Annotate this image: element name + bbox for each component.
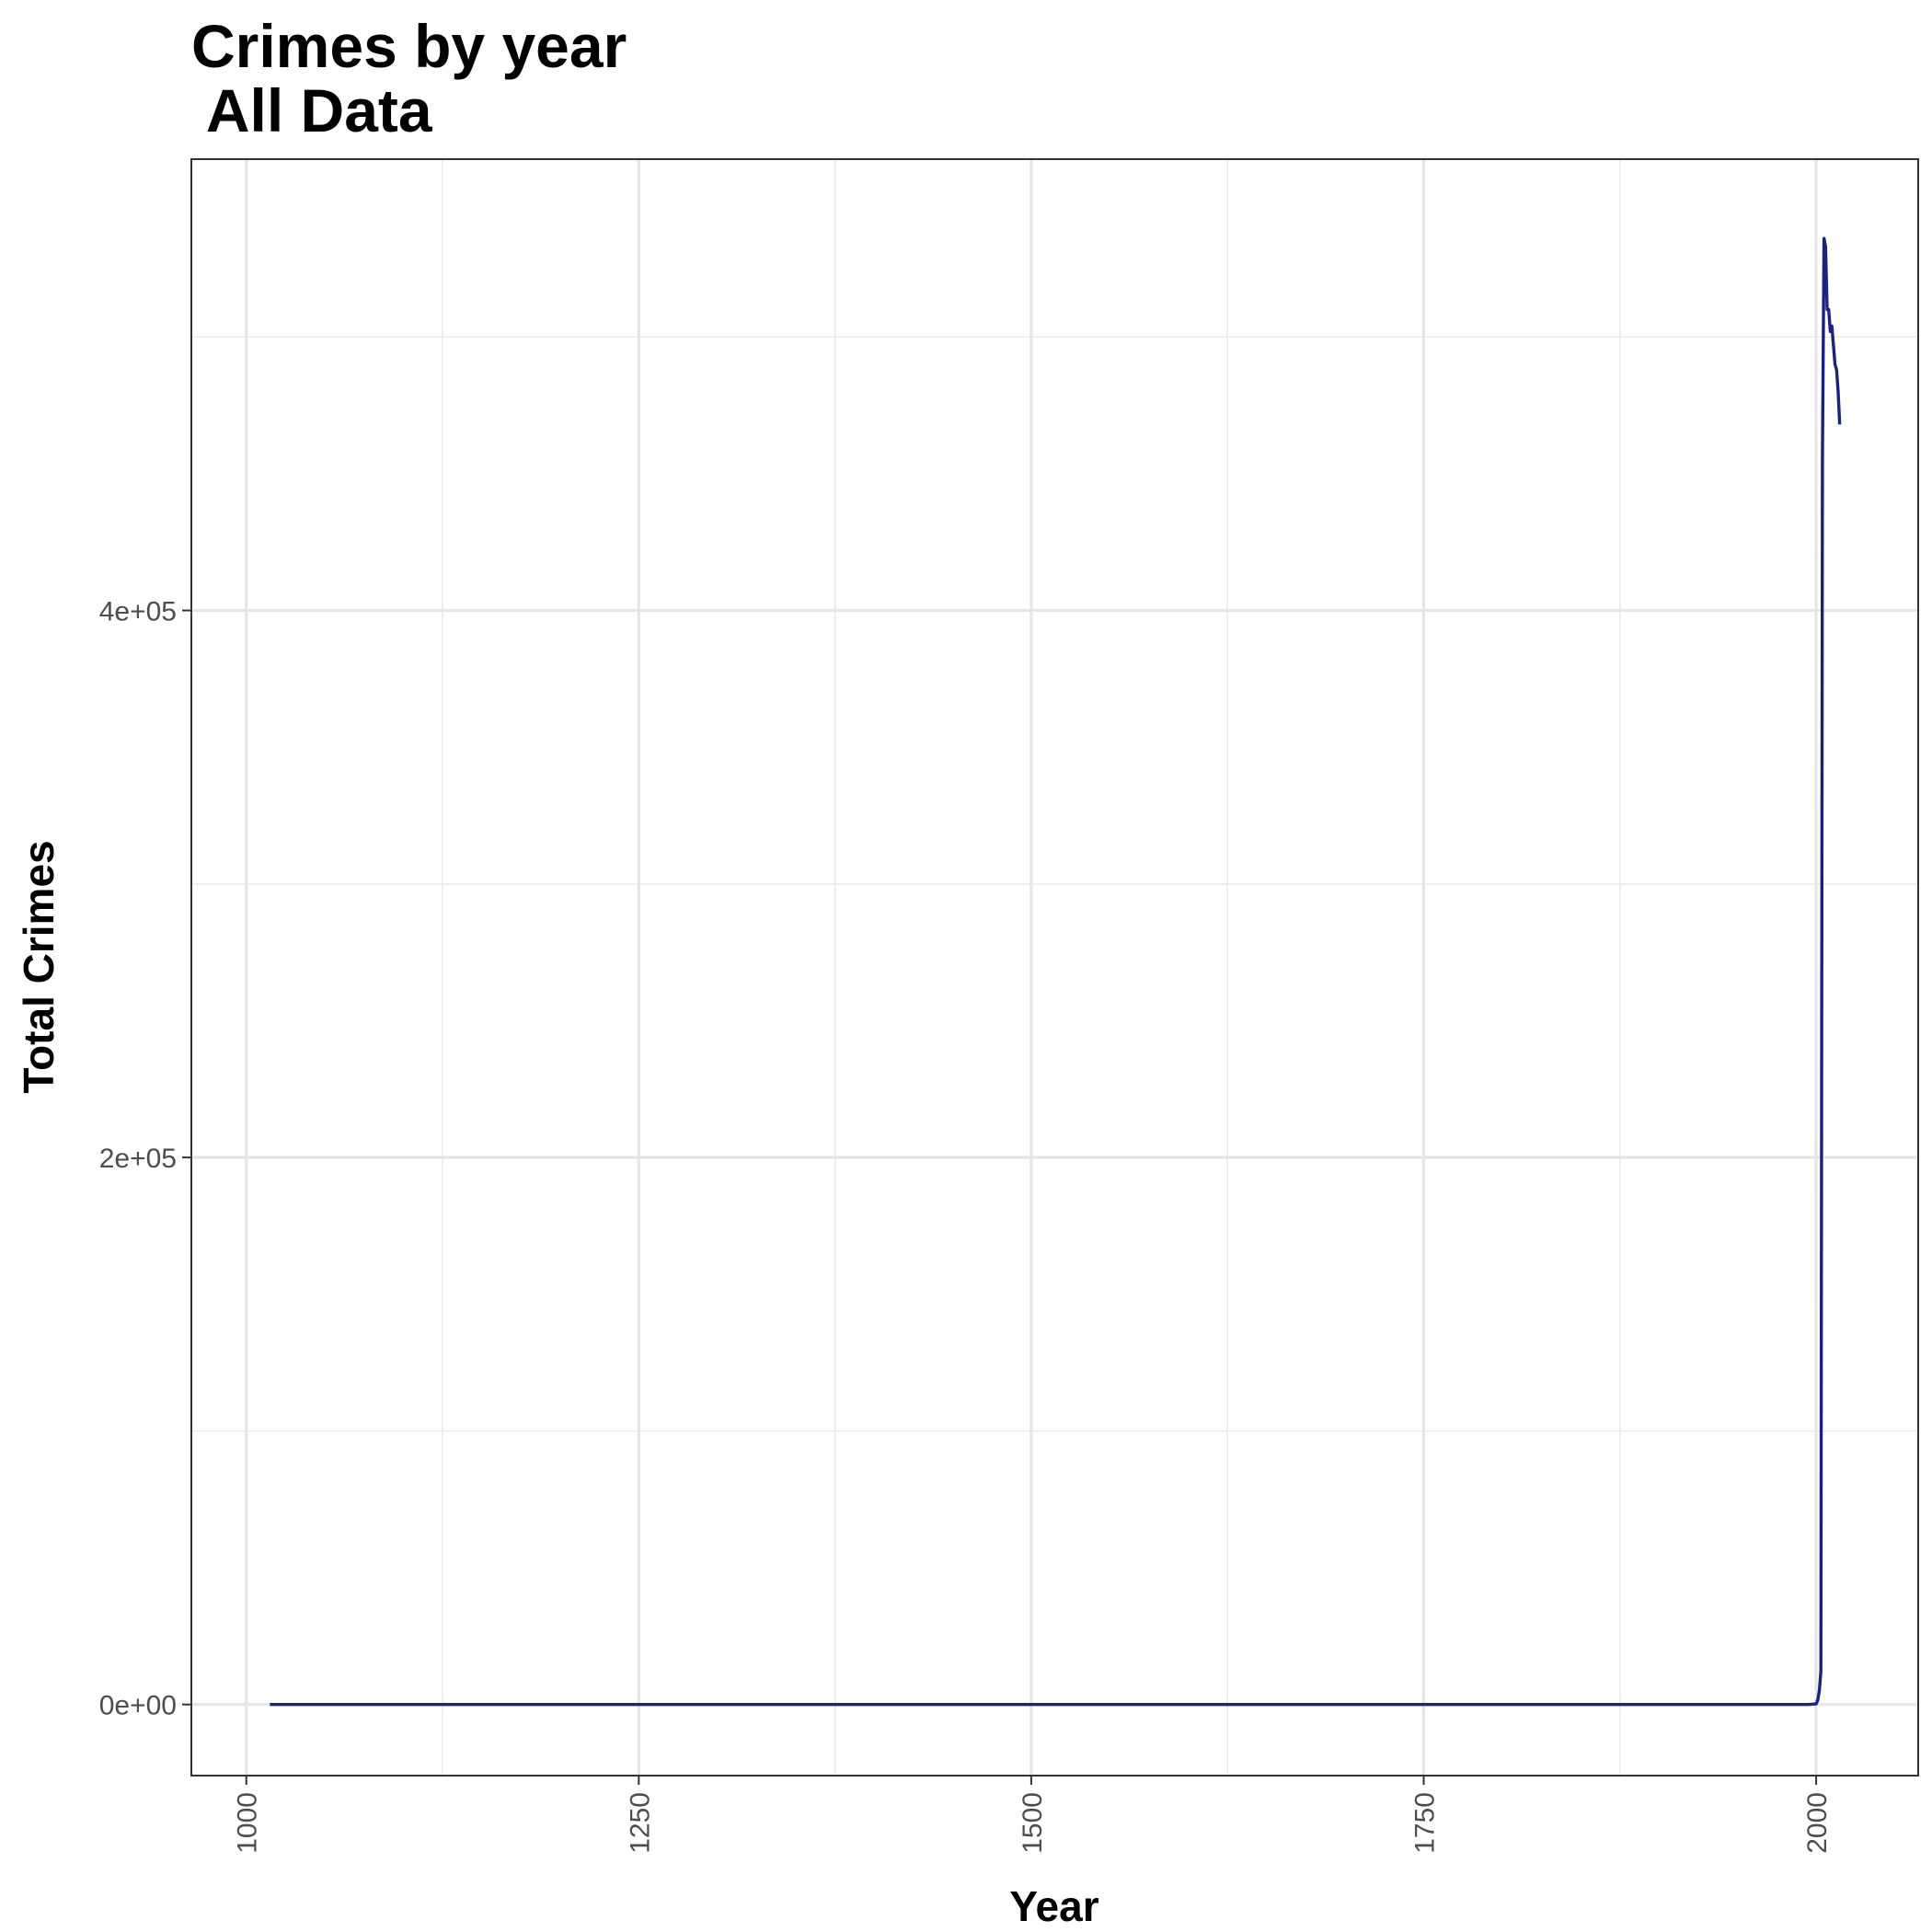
- series-line: [270, 236, 1842, 1707]
- chart-title-line-1: Crimes by year: [191, 12, 627, 80]
- x-tick-label: 2000: [1802, 1792, 1833, 1854]
- x-axis-title: Year: [1009, 1882, 1098, 1930]
- x-tick-label: 1500: [1018, 1792, 1048, 1854]
- chart-title-line-2: All Data: [191, 76, 433, 144]
- y-tick-label: 2e+05: [99, 1144, 177, 1174]
- y-axis-title: Total Crimes: [15, 840, 63, 1093]
- grid-minor: [191, 159, 1918, 1776]
- plot-background: [191, 159, 1918, 1776]
- series-layer: [270, 236, 1842, 1707]
- y-tick-label: 4e+05: [99, 597, 177, 627]
- y-tick-label: 0e+00: [99, 1691, 177, 1721]
- x-axis: 1000 1250 1500 1750 2000: [233, 1776, 1833, 1854]
- x-tick-label: 1750: [1409, 1792, 1440, 1854]
- x-tick-label: 1250: [625, 1792, 655, 1854]
- plot-border: [190, 158, 1919, 1777]
- x-tick-label: 1000: [233, 1792, 263, 1854]
- y-axis: 0e+00 2e+05 4e+05: [99, 597, 191, 1721]
